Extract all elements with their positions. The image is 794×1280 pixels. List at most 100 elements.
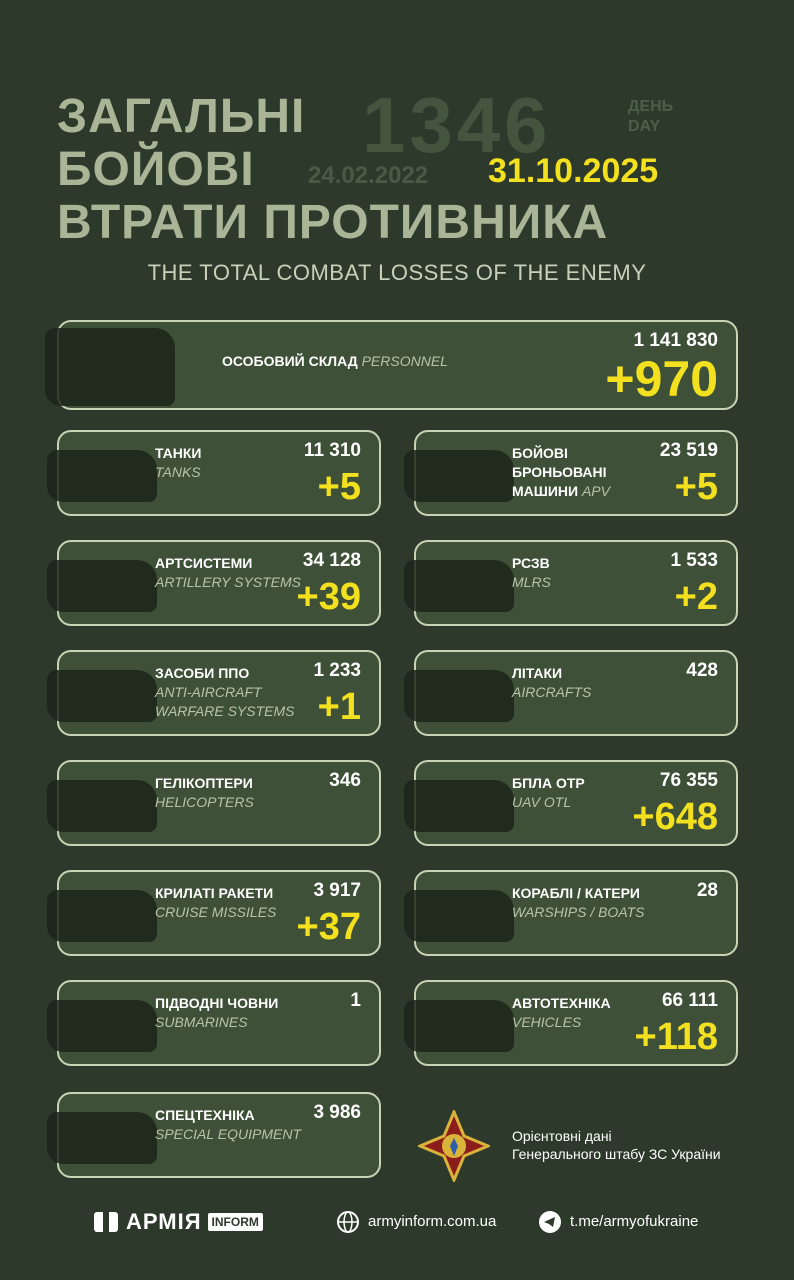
loss-card: ПІДВОДНІ ЧОВНИ SUBMARINES 1: [47, 980, 381, 1066]
equipment-image: [45, 328, 175, 406]
loss-card: БОЙОВІ БРОНЬОВАНІ МАШИНИ APV 23 519 +5: [404, 430, 738, 516]
item-name: КРИЛАТІ РАКЕТИ CRUISE MISSILES: [155, 884, 305, 922]
total: 76 355: [659, 770, 718, 791]
loss-card: РСЗВ MLRS 1 533 +2: [404, 540, 738, 626]
total: 23 519: [659, 440, 718, 461]
brand-logo: [94, 1212, 118, 1232]
item-name: АВТОТЕХНІКА VEHICLES: [512, 994, 662, 1032]
total: 1 141 830: [633, 330, 718, 351]
site-link[interactable]: armyinform.com.ua: [368, 1213, 497, 1230]
name-en: CRUISE MISSILES: [155, 904, 277, 920]
loss-card: АРТСИСТЕМИ ARTILLERY SYSTEMS 34 128 +39: [47, 540, 381, 626]
name-en: MLRS: [512, 574, 551, 590]
item-name: ГЕЛІКОПТЕРИ HELICOPTERS: [155, 774, 305, 812]
date: 31.10.2025: [488, 152, 659, 190]
delta: +39: [296, 576, 361, 618]
note-line: Генерального штабу ЗС України: [512, 1146, 721, 1162]
loss-card: СПЕЦТЕХНІКА SPECIAL EQUIPMENT 3 986: [47, 1092, 381, 1178]
delta: +5: [674, 466, 718, 508]
name-ua: ГЕЛІКОПТЕРИ: [155, 775, 253, 791]
name-en: TANKS: [155, 464, 201, 480]
equipment-image: [47, 670, 157, 722]
delta: +5: [317, 466, 361, 508]
name-en: HELICOPTERS: [155, 794, 254, 810]
delta: +118: [634, 1016, 719, 1058]
subtitle: THE TOTAL COMBAT LOSSES OF THE ENEMY: [147, 260, 647, 285]
emblem: [418, 1110, 490, 1182]
item-name: КОРАБЛІ / КАТЕРИ WARSHIPS / BOATS: [512, 884, 662, 922]
equipment-image: [404, 890, 514, 942]
name-ua: ЗАСОБИ ППО: [155, 665, 250, 681]
start-date: 24.02.2022: [308, 162, 429, 189]
delta: +648: [632, 796, 718, 838]
name-ua: ЛІТАКИ: [512, 665, 563, 681]
name-en: ARTILLERY SYSTEMS: [155, 574, 302, 590]
total: 1 533: [670, 550, 718, 571]
name-ua: КОРАБЛІ / КАТЕРИ: [512, 885, 640, 901]
name-ua: ПІДВОДНІ ЧОВНИ: [155, 995, 279, 1011]
equipment-image: [404, 780, 514, 832]
name-en: AIRCRAFTS: [512, 684, 592, 700]
item-name: ОСОБОВИЙ СКЛАД PERSONNEL: [222, 352, 542, 371]
item-name: СПЕЦТЕХНІКА SPECIAL EQUIPMENT: [155, 1106, 305, 1144]
item-name: ЛІТАКИ AIRCRAFTS: [512, 664, 662, 702]
web-icon: [337, 1211, 359, 1233]
day-label-ua: ДЕНЬ: [628, 98, 674, 115]
item-name: АРТСИСТЕМИ ARTILLERY SYSTEMS: [155, 554, 305, 592]
loss-card: ЛІТАКИ AIRCRAFTS 428: [404, 650, 738, 736]
delta: +37: [296, 906, 361, 948]
telegram-link[interactable]: t.me/armyofukraine: [570, 1213, 699, 1230]
name-en: ANTI-AIRCRAFT WARFARE SYSTEMS: [155, 684, 295, 719]
equipment-image: [47, 1000, 157, 1052]
total: 1 233: [313, 660, 361, 681]
name-en: SPECIAL EQUIPMENT: [155, 1126, 302, 1142]
equipment-image: [47, 1112, 157, 1164]
equipment-image: [47, 890, 157, 942]
loss-card: БПЛА ОТР UAV OTL 76 355 +648: [404, 760, 738, 846]
day-label-en: DAY: [628, 118, 661, 135]
total: 346: [329, 770, 361, 791]
name-ua: СПЕЦТЕХНІКА: [155, 1107, 255, 1123]
name-en: PERSONNEL: [361, 353, 448, 369]
total: 66 111: [661, 990, 718, 1011]
total: 3 986: [313, 1102, 361, 1123]
name-ua: АВТОТЕХНІКА: [512, 995, 611, 1011]
total: 28: [696, 880, 718, 901]
item-name: ЗАСОБИ ППО ANTI-AIRCRAFT WARFARE SYSTEMS: [155, 664, 305, 721]
equipment-image: [404, 1000, 514, 1052]
name-en: WARSHIPS / BOATS: [512, 904, 645, 920]
name-ua: ОСОБОВИЙ СКЛАД: [222, 353, 358, 369]
delta: +2: [674, 576, 718, 618]
item-name: РСЗВ MLRS: [512, 554, 662, 592]
brand: АРМІЯ INFORM: [92, 1208, 263, 1236]
total: 428: [686, 660, 718, 681]
loss-card: КРИЛАТІ РАКЕТИ CRUISE MISSILES 3 917 +37: [47, 870, 381, 956]
name-ua: РСЗВ: [512, 555, 550, 571]
item-name: ТАНКИ TANKS: [155, 444, 305, 482]
loss-card: КОРАБЛІ / КАТЕРИ WARSHIPS / BOATS 28: [404, 870, 738, 956]
equipment-image: [47, 780, 157, 832]
brand-name: АРМІЯ: [126, 1209, 202, 1234]
name-ua: БПЛА ОТР: [512, 775, 585, 791]
item-name: БОЙОВІ БРОНЬОВАНІ МАШИНИ APV: [512, 444, 632, 501]
title-line: ЗАГАЛЬНІ: [57, 90, 306, 143]
total: 3 917: [313, 880, 361, 901]
loss-card: ГЕЛІКОПТЕРИ HELICOPTERS 346: [47, 760, 381, 846]
loss-card: ТАНКИ TANKS 11 310 +5: [47, 430, 381, 516]
loss-card: ЗАСОБИ ППО ANTI-AIRCRAFT WARFARE SYSTEMS 1…: [47, 650, 381, 736]
brand-tag: INFORM: [207, 1213, 263, 1231]
equipment-image: [404, 450, 514, 502]
name-ua: АРТСИСТЕМИ: [155, 555, 253, 571]
equipment-image: [47, 560, 157, 612]
name-en: UAV OTL: [512, 794, 572, 810]
name-en: APV: [581, 483, 610, 499]
name-ua: ТАНКИ: [155, 445, 202, 461]
name-ua: БОЙОВІ БРОНЬОВАНІ МАШИНИ: [512, 445, 607, 499]
loss-card: ОСОБОВИЙ СКЛАД PERSONNEL 1 141 830 +970: [45, 320, 738, 410]
loss-card: АВТОТЕХНІКА VEHICLES 66 111 +118: [404, 980, 738, 1066]
total: 1: [350, 990, 361, 1011]
name-ua: КРИЛАТІ РАКЕТИ: [155, 885, 274, 901]
total: 34 128: [302, 550, 361, 571]
title-line: ВТРАТИ ПРОТИВНИКА: [57, 196, 609, 249]
